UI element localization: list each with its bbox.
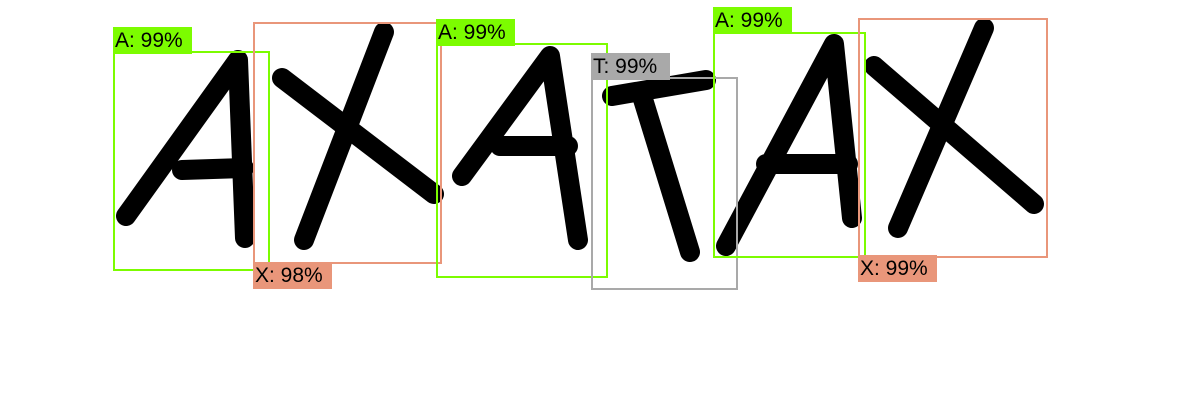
handwritten-letter-x-1 (272, 22, 444, 250)
detection-box-a-2 (436, 43, 608, 278)
detection-label-t: T: 99% (591, 53, 670, 80)
detection-label-a-1: A: 99% (113, 27, 192, 54)
detection-box-x-1 (253, 22, 442, 264)
detection-box-a-3 (713, 32, 866, 258)
detection-label-a-2: A: 99% (436, 19, 515, 46)
handwritten-letter-a-3 (716, 34, 862, 256)
handwritten-letter-t (602, 70, 716, 262)
detection-box-x-2 (858, 18, 1048, 258)
detection-label-x-1: X: 98% (253, 262, 332, 289)
handwritten-letter-a-2 (452, 46, 588, 250)
detection-label-x-2: X: 99% (858, 255, 937, 282)
detection-box-a-1 (113, 51, 270, 271)
handwritten-letter-x-2 (864, 18, 1044, 238)
handwritten-letter-a-1 (116, 50, 255, 248)
detection-label-a-3: A: 99% (713, 7, 792, 34)
